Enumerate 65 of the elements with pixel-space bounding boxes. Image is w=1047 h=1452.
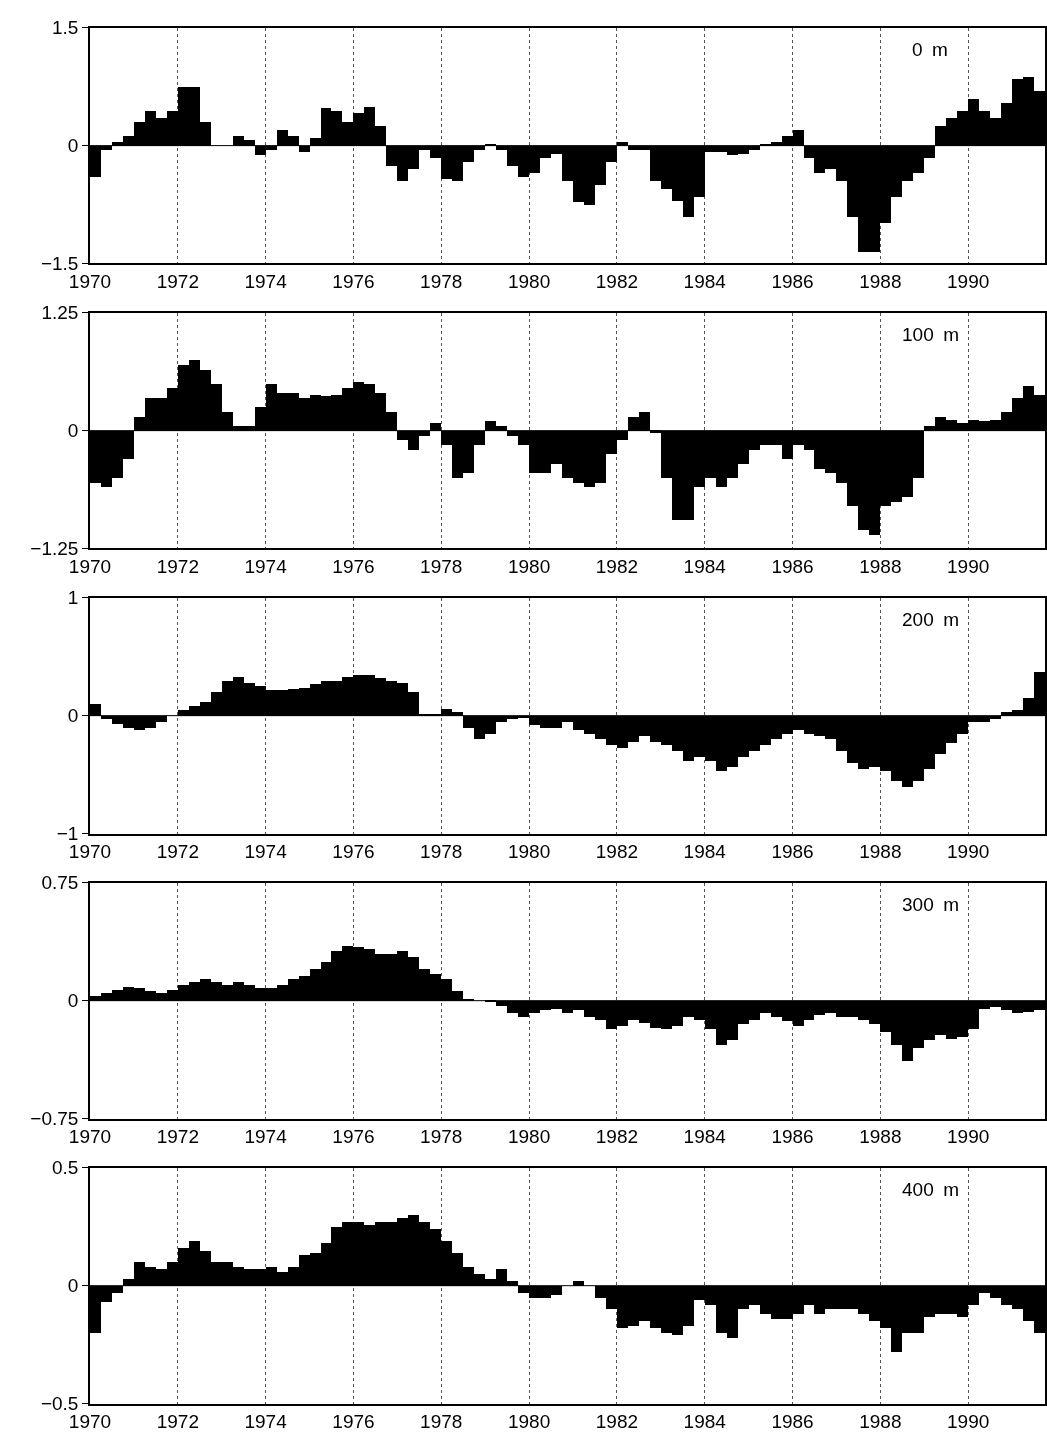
x-tick-label: 1984 (683, 1126, 727, 1148)
x-tick-label: 1986 (771, 1411, 814, 1433)
x-tick-label: 1976 (332, 1411, 375, 1433)
x-tick-label: 1974 (244, 1126, 288, 1148)
x-tick-label: 1978 (420, 271, 463, 293)
x-tick-label: 1984 (683, 556, 727, 578)
x-tick-label: 1984 (683, 1411, 727, 1433)
x-tick-label: 1982 (595, 1411, 639, 1433)
x-tick-label: 1982 (595, 1126, 639, 1148)
x-tick-label: 1986 (771, 556, 814, 578)
x-tick-label: 1976 (332, 271, 375, 293)
x-tick-label: 1974 (244, 556, 288, 578)
x-tick-label: 1982 (595, 841, 639, 863)
y-tick-label: 0 (67, 1275, 79, 1297)
annotation: 300 m (902, 894, 960, 915)
y-tick-label: 0.75 (41, 872, 79, 894)
x-tick-label: 1988 (859, 1411, 902, 1433)
x-tick-label: 1982 (595, 271, 639, 293)
x-tick-label: 1972 (156, 556, 199, 578)
y-tick-label: 1.25 (41, 302, 79, 324)
x-tick-label: 1978 (420, 556, 463, 578)
y-tick-label: 0 (67, 135, 79, 157)
x-tick-label: 1978 (420, 1126, 463, 1148)
x-tick-label: 1988 (859, 556, 902, 578)
x-tick-label: 1990 (947, 1411, 990, 1433)
x-tick-label: 1974 (244, 841, 288, 863)
x-tick-label: 1990 (947, 1126, 990, 1148)
x-tick-label: 1976 (332, 841, 375, 863)
x-tick-label: 1988 (859, 841, 902, 863)
x-tick-label: 1976 (332, 1126, 375, 1148)
annotation: 0 m (912, 39, 948, 60)
x-tick-label: 1988 (859, 1126, 902, 1148)
y-tick-label: 0 (67, 990, 79, 1012)
x-tick-label: 1986 (771, 271, 814, 293)
x-tick-label: 1976 (332, 556, 375, 578)
y-tick-label: 1.5 (52, 17, 79, 39)
x-tick-label: 1984 (683, 841, 727, 863)
x-tick-label: 1972 (156, 1411, 199, 1433)
annotation: 100 m (902, 324, 960, 345)
x-tick-label: 1974 (244, 271, 288, 293)
y-tick-label: 0 (67, 420, 79, 442)
x-tick-label: 1972 (156, 271, 199, 293)
x-tick-label: 1980 (507, 556, 551, 578)
y-tick-label: 0 (67, 705, 79, 727)
x-tick-label: 1986 (771, 1126, 814, 1148)
x-tick-label: 1980 (507, 1411, 551, 1433)
x-tick-label: 1984 (683, 271, 727, 293)
y-tick-label: 1 (67, 587, 79, 609)
x-tick-label: 1980 (507, 841, 551, 863)
x-tick-label: 1974 (244, 1411, 288, 1433)
x-tick-label: 1988 (859, 271, 902, 293)
x-tick-label: 1990 (947, 556, 990, 578)
x-tick-label: 1980 (507, 1126, 551, 1148)
x-tick-label: 1982 (595, 556, 639, 578)
x-tick-label: 1972 (156, 1126, 199, 1148)
x-tick-label: 1972 (156, 841, 199, 863)
x-tick-label: 1978 (420, 841, 463, 863)
x-tick-label: 1980 (507, 271, 551, 293)
x-tick-label: 1978 (420, 1411, 463, 1433)
x-tick-label: 1990 (947, 841, 990, 863)
annotation: 200 m (902, 609, 960, 630)
y-tick-label: 0.5 (52, 1157, 79, 1179)
annotation: 400 m (902, 1179, 960, 1200)
x-tick-label: 1990 (947, 271, 990, 293)
x-tick-label: 1986 (771, 841, 814, 863)
